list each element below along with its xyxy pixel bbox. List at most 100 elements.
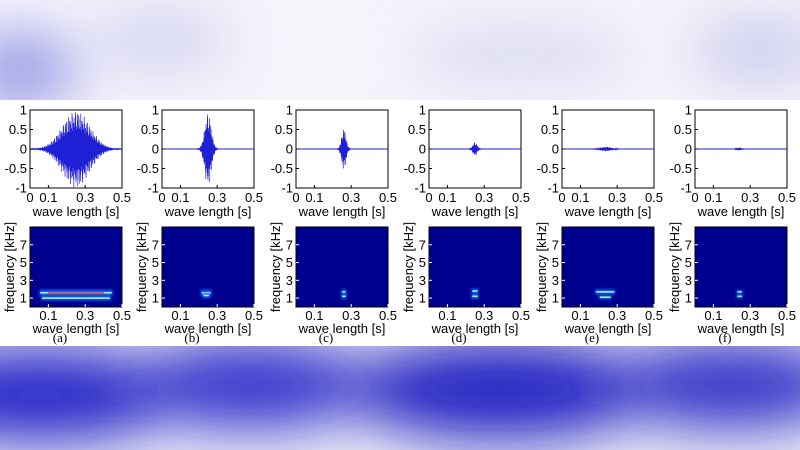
spectrogram-xtick-label: 0.1 — [438, 308, 456, 323]
waveform-xtick-label: 0.3 — [76, 190, 94, 205]
waveform-ytick-label: -1 — [680, 181, 692, 196]
waveform-ytick-label: 1 — [552, 103, 559, 118]
waveform-ytick-label: -1 — [281, 181, 293, 196]
waveform-xtick-label: 0.3 — [608, 190, 626, 205]
waveform-ytick-label: -0.5 — [5, 161, 27, 176]
spectrogram-band-core — [201, 291, 211, 294]
waveform-xtick-label: 0 — [425, 190, 432, 205]
spectrogram-xtick-label: 0.5 — [113, 308, 131, 323]
spectrogram-band-core — [472, 290, 478, 292]
waveform-ytick-label: 0 — [685, 142, 692, 157]
waveform-ytick-label: -1 — [414, 181, 426, 196]
waveform-ytick-label: -0.5 — [404, 161, 426, 176]
waveform-xtick-label: 0.1 — [39, 190, 57, 205]
spectrogram-ytick-label: 1 — [152, 291, 159, 306]
waveform-ytick-label: 0.5 — [275, 122, 293, 137]
spectrogram-ytick-label: 7 — [286, 237, 293, 252]
waveform-xtick-label: 0.1 — [704, 190, 722, 205]
spectrogram-ytick-label: 3 — [286, 273, 293, 288]
waveform-xtick-label: 0.1 — [171, 190, 189, 205]
spectrogram-ytick-label: 3 — [152, 273, 159, 288]
spectrogram-xtick-label: 0.1 — [305, 308, 323, 323]
spectrogram-band-core — [737, 291, 742, 293]
waveform-ytick-label: -1 — [15, 181, 27, 196]
waveform-xtick-label: 0.1 — [571, 190, 589, 205]
waveform-xtick-label: 0.5 — [645, 190, 663, 205]
spectrogram-ytick-label: 3 — [20, 273, 27, 288]
spectrogram-band-core — [342, 291, 346, 293]
spectrogram-ytick-label: 5 — [20, 255, 27, 270]
spectrogram-ytick-label: 3 — [552, 273, 559, 288]
waveform-ytick-label: 0 — [419, 142, 426, 157]
spectrogram-ytick-label: 1 — [20, 291, 27, 306]
spectrogram-ytick-label: 7 — [552, 237, 559, 252]
spectrogram-ytick-label: 1 — [419, 291, 426, 306]
spectrogram-xtick-label: 0.1 — [39, 308, 57, 323]
waveform-line — [29, 112, 123, 188]
spectrogram-xtick-label: 0.3 — [208, 308, 226, 323]
spectrogram-xlabel: wave length [s] — [32, 321, 120, 336]
panel-caption: (a) — [53, 330, 67, 345]
waveform-xtick-label: 0.5 — [245, 190, 263, 205]
spectrogram-xlabel: wave length [s] — [164, 321, 252, 336]
waveform-ytick-label: 0.5 — [408, 122, 426, 137]
spectrogram-xtick-label: 0.3 — [342, 308, 360, 323]
waveform-line — [162, 114, 254, 182]
spectrogram-ylabel: frequency [kHz] — [667, 222, 682, 312]
spectrogram-xtick-label: 0.3 — [76, 308, 94, 323]
spectrogram-ytick-label: 7 — [419, 237, 426, 252]
spectrogram-xtick-label: 0.3 — [608, 308, 626, 323]
waveform-ytick-label: 0.5 — [141, 122, 159, 137]
spectrogram-xtick-label: 0.3 — [475, 308, 493, 323]
spectrogram-ytick-label: 5 — [552, 255, 559, 270]
waveform-xlabel: wave length [s] — [431, 204, 519, 219]
spectrogram-ytick-label: 3 — [685, 273, 692, 288]
spectrogram-xlabel: wave length [s] — [564, 321, 652, 336]
waveform-xlabel: wave length [s] — [697, 204, 785, 219]
spectrogram-band-core — [737, 295, 742, 298]
spectrogram-ylabel: frequency [kHz] — [534, 222, 549, 312]
spectrogram-xtick-label: 0.3 — [741, 308, 759, 323]
spectrogram-ylabel: frequency [kHz] — [401, 222, 416, 312]
spectrogram-axes-box — [561, 226, 655, 308]
spectrogram-ytick-label: 7 — [152, 237, 159, 252]
spectrogram-xtick-label: 0.1 — [171, 308, 189, 323]
spectrogram-xtick-label: 0.5 — [512, 308, 530, 323]
spectrogram-band-core — [203, 294, 209, 297]
waveform-xtick-label: 0 — [558, 190, 565, 205]
spectrogram-ytick-label: 5 — [286, 255, 293, 270]
waveform-ytick-label: 0 — [152, 142, 159, 157]
waveform-xtick-label: 0 — [26, 190, 33, 205]
waveform-ytick-label: 1 — [152, 103, 159, 118]
waveform-ytick-label: 1 — [286, 103, 293, 118]
spectrogram-xtick-label: 0.5 — [379, 308, 397, 323]
spectrogram-band-core — [42, 297, 110, 299]
figure-panel-strip: 1 0.5 0 -0.5 -1 0 0.1 0.3 0.5 wave length [s] 7 5 3 1… — [0, 100, 800, 346]
waveform-ytick-label: 1 — [419, 103, 426, 118]
spectrogram-ytick-label: 5 — [685, 255, 692, 270]
waveform-ytick-label: -1 — [547, 181, 559, 196]
spectrogram-xlabel: wave length [s] — [431, 321, 519, 336]
spectrogram-xtick-label: 0.5 — [645, 308, 663, 323]
waveform-xtick-label: 0.3 — [342, 190, 360, 205]
waveform-xtick-label: 0.5 — [512, 190, 530, 205]
waveform-ytick-label: 0 — [552, 142, 559, 157]
waveform-xlabel: wave length [s] — [298, 204, 386, 219]
waveform-xtick-label: 0.5 — [379, 190, 397, 205]
waveform-xtick-label: 0.3 — [475, 190, 493, 205]
waveform-ytick-label: -1 — [147, 181, 159, 196]
waveform-xtick-label: 0.5 — [113, 190, 131, 205]
spectrogram-ytick-label: 7 — [685, 237, 692, 252]
waveform-ytick-label: 1 — [685, 103, 692, 118]
waveform-ytick-label: -0.5 — [137, 161, 159, 176]
spectrogram-ytick-label: 5 — [152, 255, 159, 270]
waveform-line — [429, 142, 521, 155]
waveform-ytick-label: -0.5 — [271, 161, 293, 176]
spectrogram-xtick-label: 0.1 — [704, 308, 722, 323]
spectrogram-band-core — [599, 296, 611, 299]
spectrogram-ytick-label: 7 — [20, 237, 27, 252]
